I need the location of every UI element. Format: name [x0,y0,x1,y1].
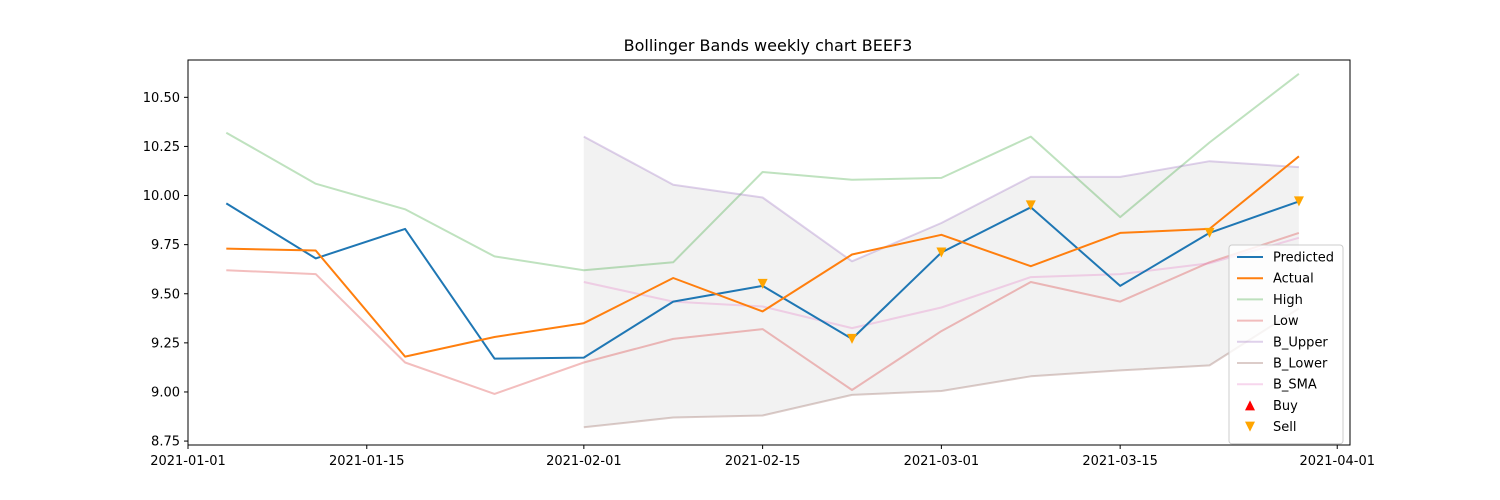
legend-swatch [1245,400,1255,411]
y-tick-label: 9.25 [151,336,180,351]
sell-marker [1293,196,1304,207]
sell-marker [847,333,857,344]
legend-label: Low [1273,314,1299,329]
legend-label: Buy [1273,399,1298,414]
sell-marker [757,278,768,289]
series-line-b-lower [583,307,1300,429]
sell-marker [936,247,947,258]
axes-frame [187,59,1351,446]
series-line-b-sma [583,236,1300,330]
bollinger-band-fill [583,136,1299,428]
legend-label: High [1273,293,1303,308]
plot-area [225,73,1304,429]
axes: 8.75 9.00 9.25 9.50 9.75 10.00 10.25 10.50 2021-… [143,59,1375,469]
x-tick-label: 2021-03-15 [1082,454,1158,469]
legend: Predicted Actual High Low B_Upper B_Lower B_SM… [1228,244,1344,445]
y-tick-label: 10.50 [143,91,180,106]
series-line-b-upper [583,135,1299,263]
x-tick-label: 2021-01-15 [329,454,405,469]
series-line-low [226,231,1300,395]
chart-title: Bollinger Bands weekly chart BEEF3 [624,36,913,55]
y-tick-label: 10.00 [143,189,180,204]
series-line-actual [226,155,1300,358]
legend-label: B_Lower [1273,357,1328,372]
legend-label: B_Upper [1273,335,1328,350]
legend-swatch [1245,421,1255,432]
y-tick-label: 9.75 [151,238,180,253]
x-tick-label: 2021-03-01 [904,454,980,469]
x-tick-label: 2021-02-15 [725,454,801,469]
legend-label: B_SMA [1273,378,1317,393]
sell-marker [1025,200,1036,211]
series-line-high [225,73,1300,272]
y-tick-label: 10.25 [143,140,180,155]
legend-label: Actual [1273,272,1314,287]
x-tick-label: 2021-04-01 [1299,454,1375,469]
x-tick-label: 2021-01-01 [150,454,226,469]
sell-marker [1204,227,1215,238]
y-tick-label: 9.00 [151,385,180,400]
legend-label: Sell [1273,420,1296,435]
y-tick-label: 9.50 [151,287,180,302]
x-tick-label: 2021-02-01 [546,454,622,469]
legend-label: Predicted [1273,251,1334,266]
legend-box [1228,244,1344,445]
y-tick-label: 8.75 [151,435,180,450]
